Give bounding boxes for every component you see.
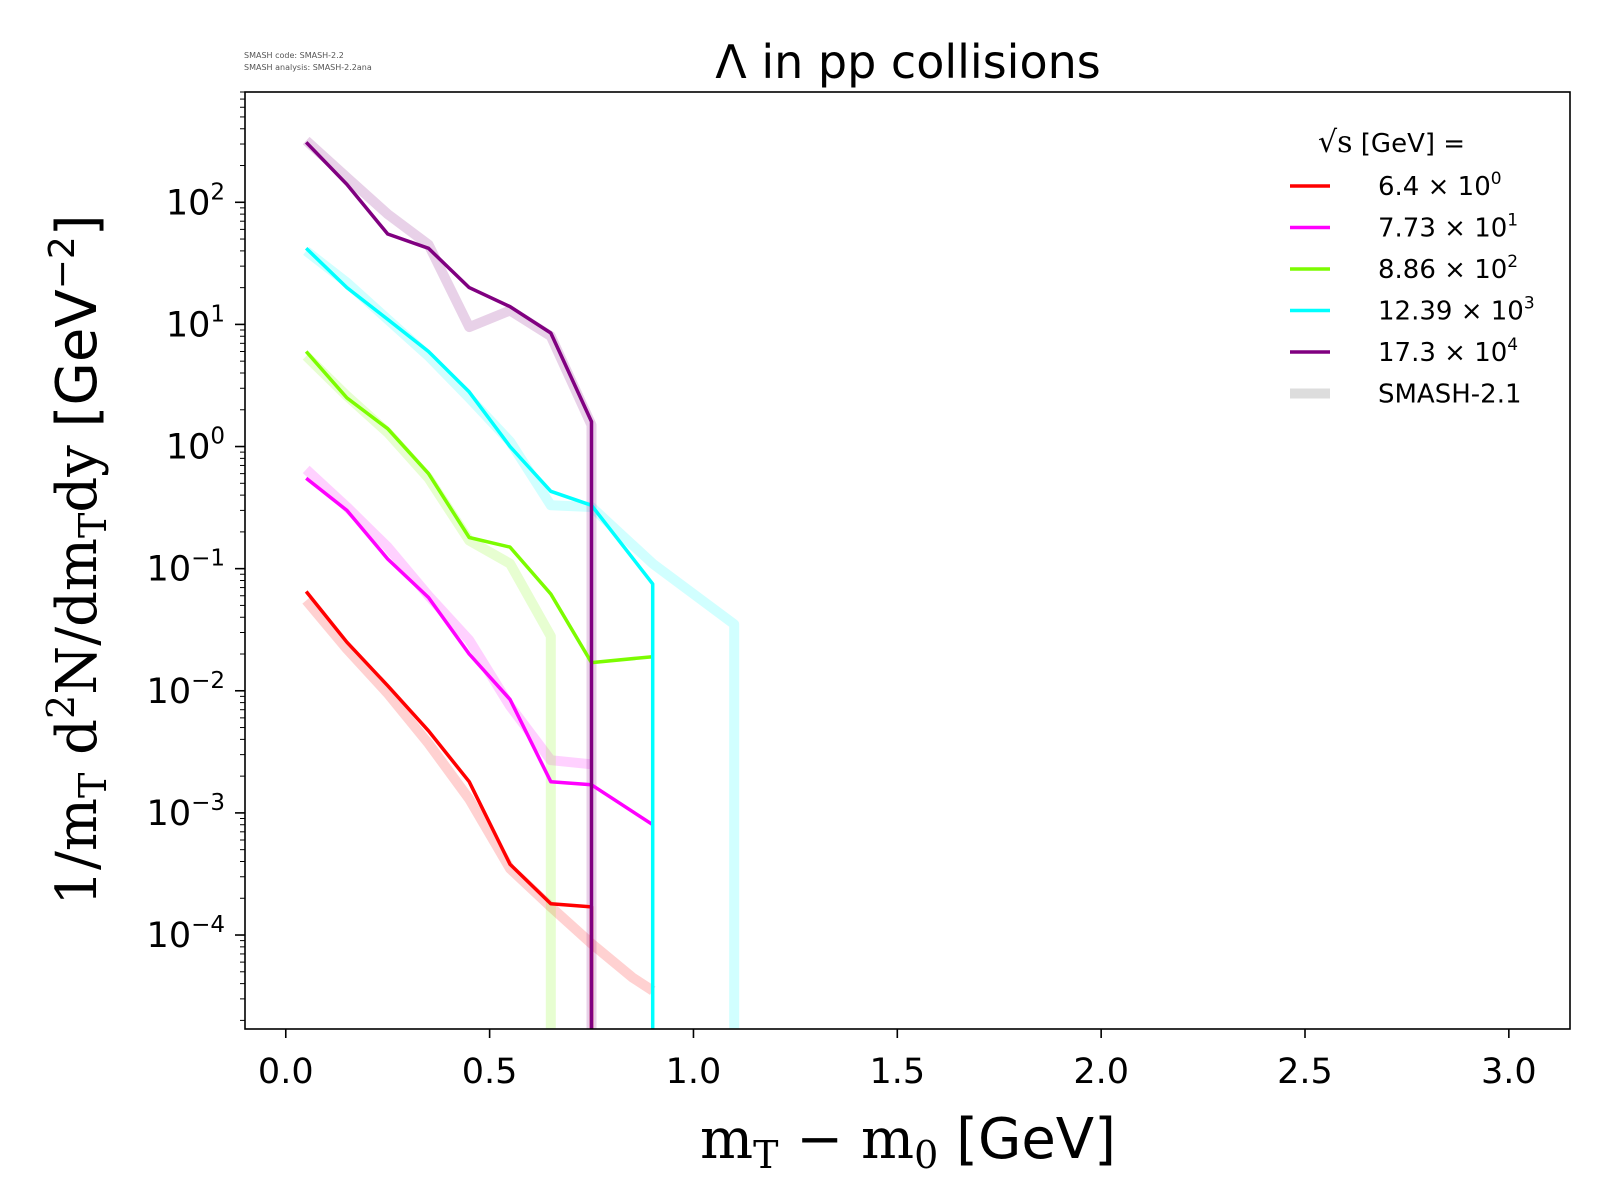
y-tick-label-exp: 2: [210, 179, 225, 205]
legend-label-mantissa: 8.86 × 10: [1378, 255, 1507, 285]
legend: √s [GeV] = 6.4 × 100 7.73 × 101 8.86 × 102…: [1290, 125, 1535, 410]
y-tick-label-exp: 1: [210, 301, 225, 327]
legend-label: 8.86 × 102: [1378, 252, 1518, 285]
y-axis-label-sub1: T: [71, 773, 115, 798]
watermark-line2: SMASH analysis: SMASH-2.2ana: [244, 63, 372, 72]
y-tick-label: 100: [166, 424, 225, 468]
y-tick-label-base: 10: [166, 428, 211, 468]
legend-entries: 6.4 × 100 7.73 × 101 8.86 × 102 12.39 × 103…: [1290, 169, 1535, 410]
x-axis-label-unit: [GeV]: [938, 1107, 1116, 1172]
legend-label-mantissa: 17.3 × 10: [1378, 338, 1507, 368]
x-tick-label: 2.5: [1277, 1052, 1333, 1092]
series-line: [304, 350, 653, 665]
x-tick-label: 1.0: [666, 1052, 722, 1092]
y-tick-label: 10−2: [147, 668, 225, 712]
y-tick-label-base: 10: [166, 183, 211, 223]
y-tick-label-base: 10: [147, 550, 192, 590]
legend-title-root: √s: [1318, 125, 1353, 160]
y-axis-label-mid3: dy: [45, 445, 110, 513]
y-axis-label-mid2: N/dm: [45, 538, 110, 695]
y-tick-label-exp: −2: [191, 668, 225, 694]
legend-title-rest: [GeV] =: [1353, 129, 1466, 159]
y-tick-label: 10−4: [147, 912, 225, 956]
y-tick-label-exp: −4: [191, 912, 225, 938]
series-line: [304, 590, 594, 1029]
x-axis-label: mT − m0 [GeV]: [700, 1107, 1116, 1177]
series-line: [304, 141, 594, 1029]
y-tick-label-exp: −3: [191, 790, 225, 816]
y-tick-label-exp: −1: [191, 546, 225, 572]
x-axis-label-sub1: T: [753, 1133, 778, 1177]
y-tick-label-base: 10: [147, 672, 192, 712]
legend-label: SMASH-2.1: [1378, 380, 1522, 410]
y-axis-label-unit: [GeV: [45, 289, 110, 445]
legend-label-exponent: 4: [1507, 335, 1518, 355]
y-axis-label-pre: 1/m: [45, 798, 110, 906]
legend-label: 6.4 × 100: [1378, 169, 1502, 202]
y-tick-label: 10−1: [147, 546, 225, 590]
legend-label-exponent: 0: [1491, 169, 1502, 189]
chart-title: Λ in pp collisions: [715, 35, 1100, 89]
watermark-line1: SMASH code: SMASH-2.2: [244, 51, 344, 60]
legend-label-exponent: 2: [1507, 252, 1518, 272]
y-tick-label-base: 10: [147, 916, 192, 956]
y-axis-label-unit-end: ]: [45, 214, 110, 236]
series-reference-line: [302, 597, 656, 995]
legend-label-mantissa: 7.73 × 10: [1378, 214, 1507, 244]
series-line: [305, 476, 654, 827]
y-axis-label-sup: 2: [39, 695, 83, 719]
plot-frame: [244, 91, 1571, 1030]
x-tick-label: 2.0: [1073, 1052, 1129, 1092]
legend-label-exponent: 3: [1524, 294, 1535, 314]
x-tick-label: 0.0: [258, 1052, 314, 1092]
series-reference-line: [302, 465, 593, 770]
legend-label-mantissa: 6.4 × 10: [1378, 172, 1491, 202]
legend-label: 12.39 × 103: [1378, 294, 1535, 327]
plot-data-layer: [302, 136, 740, 1029]
y-axis-label: 1/mT d2N/dmTdy [GeV−2]: [39, 214, 115, 905]
y-axis-label-mid: d: [45, 719, 110, 773]
x-tick-label: 1.5: [869, 1052, 925, 1092]
legend-label-exponent: 1: [1507, 211, 1518, 231]
legend-title: √s [GeV] =: [1318, 125, 1465, 160]
y-tick-label: 102: [166, 179, 225, 223]
y-tick-label: 101: [166, 301, 225, 345]
legend-label: 17.3 × 104: [1378, 335, 1518, 368]
y-tick-label: 10−3: [147, 790, 225, 834]
x-tick-label: 0.5: [462, 1052, 518, 1092]
y-tick-label-exp: 0: [210, 424, 225, 450]
y-tick-label-base: 10: [147, 794, 192, 834]
x-axis-label-m: m: [700, 1107, 753, 1172]
legend-label: 7.73 × 101: [1378, 211, 1518, 244]
legend-label-mantissa: 12.39 × 10: [1378, 297, 1524, 327]
y-axis-label-sub2: T: [71, 513, 115, 538]
y-axis-label-unit-sup: −2: [42, 236, 83, 289]
x-axis-label-sub2: 0: [914, 1133, 938, 1177]
series-line: [304, 247, 655, 1029]
x-axis-ticks: 0.0 0.5 1.0 1.5 2.0 2.5 3.0: [258, 1029, 1537, 1092]
x-tick-label: 3.0: [1481, 1052, 1537, 1092]
y-tick-label-base: 10: [166, 305, 211, 345]
x-axis-label-mid: − m: [779, 1107, 915, 1172]
